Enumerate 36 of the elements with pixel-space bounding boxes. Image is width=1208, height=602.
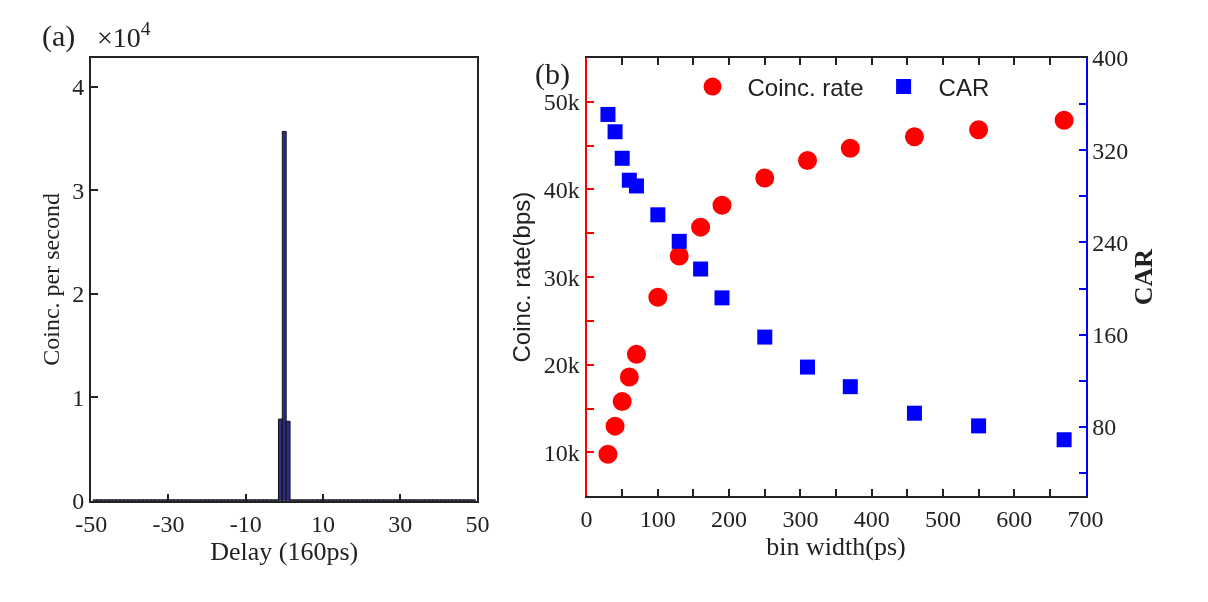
x-tick-label: 700 xyxy=(1067,506,1104,533)
y-axis-title: Coinc. per second xyxy=(37,193,64,366)
x-tick-label: -30 xyxy=(152,510,185,537)
y-tick-label: 4 xyxy=(72,74,85,101)
x-axis-title: Delay (160ps) xyxy=(210,536,359,566)
x-tick-label: 30 xyxy=(388,510,413,537)
y-tick-label: 2 xyxy=(72,281,85,308)
x-tick-label: 100 xyxy=(639,506,676,533)
y2-tick-label: 400 xyxy=(1092,45,1129,72)
y2-tick-label: 320 xyxy=(1092,137,1129,164)
y-tick-label: 1 xyxy=(72,384,85,411)
x-tick-label: -10 xyxy=(229,510,262,537)
legend-label: Coinc. rate xyxy=(747,73,864,101)
x-axis-title: bin width(ps) xyxy=(766,532,906,562)
x-tick-label: 10 xyxy=(310,510,335,537)
text: (b) xyxy=(535,57,570,91)
y-tick-label: 3 xyxy=(72,177,85,204)
legend-label: CAR xyxy=(938,73,990,101)
y-axis-title: Coinc. rate(bps) xyxy=(508,191,536,363)
y2-tick-label: 80 xyxy=(1092,414,1117,441)
y-tick-label: 30k xyxy=(543,264,580,291)
y-tick-label: 10k xyxy=(543,439,580,466)
y2-tick-label: 240 xyxy=(1092,229,1129,256)
y2-tick-label: 160 xyxy=(1092,322,1129,349)
y-tick-label: 20k xyxy=(543,352,580,379)
x-tick-label: 600 xyxy=(996,506,1033,533)
y-tick-label: 40k xyxy=(543,176,580,203)
x-tick-label: 400 xyxy=(853,506,890,533)
text: ×10$^{4}$ xyxy=(97,18,151,53)
x-tick-label: 300 xyxy=(782,506,819,533)
y2-axis-title: CAR xyxy=(1128,248,1158,306)
text: (a) xyxy=(42,19,76,53)
x-tick-label: 50 xyxy=(465,510,490,537)
y-tick-label: 50k xyxy=(543,89,580,116)
x-tick-label: 500 xyxy=(924,506,961,533)
x-tick-label: 200 xyxy=(711,506,748,533)
